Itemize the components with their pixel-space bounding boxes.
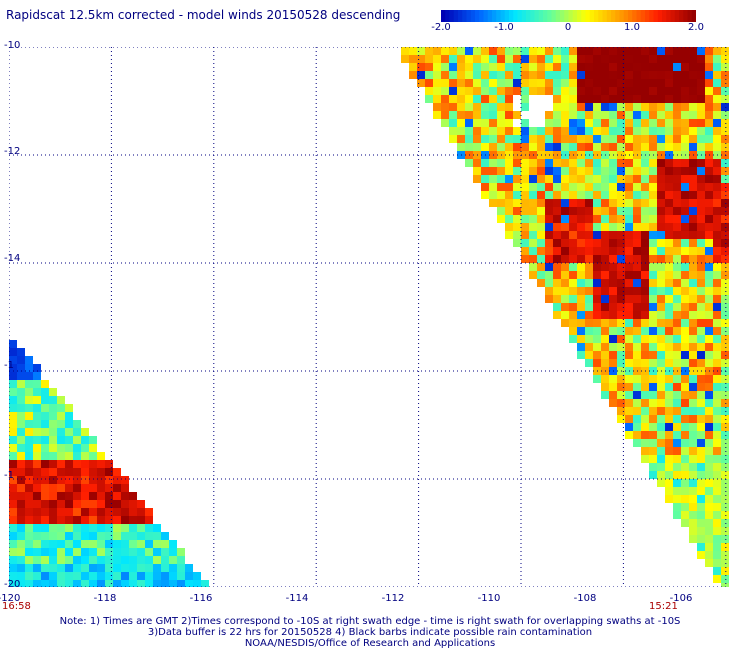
lon-label-114: -114 (285, 593, 309, 604)
lon-label-110: -110 (477, 593, 501, 604)
colorbar-tick-1: -1.0 (494, 22, 514, 33)
lat-label-12: -12 (4, 146, 21, 157)
note-line-3: NOAA/NESDIS/Office of Research and Appli… (244, 638, 496, 649)
lon-label-112: -112 (381, 593, 405, 604)
lon-label-120: -120 (0, 593, 21, 604)
wind-pixels (9, 47, 729, 587)
wind-difference-map (9, 47, 729, 587)
colorbar-tick-2: 0 (564, 22, 572, 33)
lat-label-14: -14 (4, 253, 21, 264)
right-swath-time: 15:21 (649, 601, 678, 612)
lon-label-118: -118 (93, 593, 117, 604)
colorbar-tick-3: 1.0 (624, 22, 640, 33)
left-swath-time: 16:58 (2, 601, 31, 612)
note-line-1: Note: 1) Times are GMT 2)Times correspon… (59, 616, 681, 627)
lat-label-16: -1 (4, 360, 14, 371)
lat-label-20: -20 (4, 579, 21, 590)
plot-title: Rapidscat 12.5km corrected - model winds… (6, 8, 401, 22)
lon-label-108: -108 (573, 593, 597, 604)
colorbar-tick-4: 2.0 (688, 22, 704, 33)
colorbar-tick-0: -2.0 (431, 22, 451, 33)
note-line-2: 3)Data buffer is 22 hrs for 20150528 4) … (147, 627, 593, 638)
lat-label-10: -10 (4, 40, 21, 51)
lon-label-116: -116 (189, 593, 213, 604)
colorbar (441, 10, 696, 22)
lat-label-18: -1 (4, 470, 14, 481)
lon-label-106: -106 (669, 593, 693, 604)
